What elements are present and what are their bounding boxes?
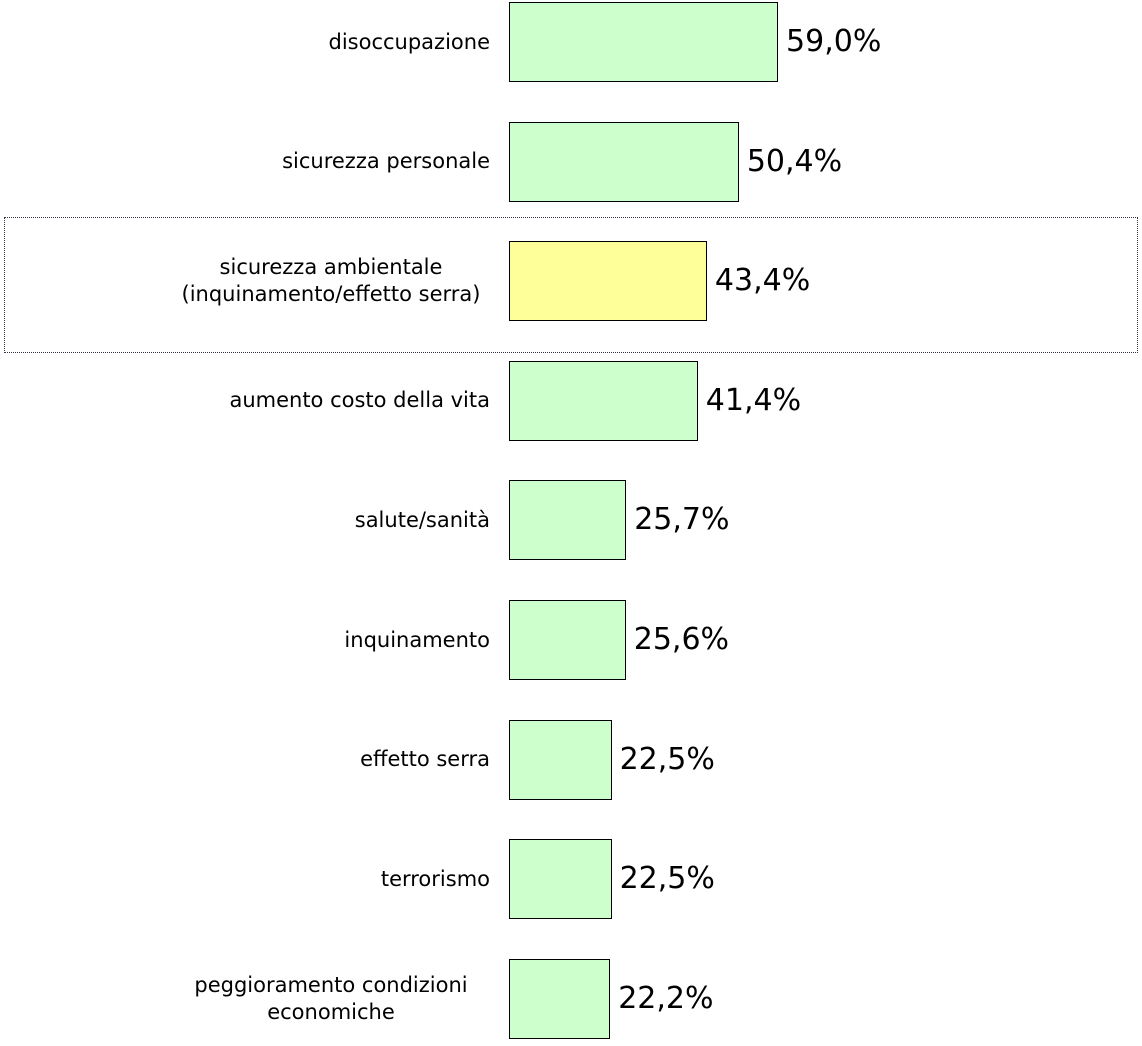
value-label: 25,7% bbox=[634, 502, 730, 538]
category-label: peggioramento condizioni economiche bbox=[170, 944, 490, 1046]
value-label: 59,0% bbox=[786, 24, 882, 59]
value-label: 22,5% bbox=[619, 861, 715, 897]
category-text: inquinamento bbox=[344, 627, 490, 652]
bar bbox=[509, 480, 627, 561]
highlight-box bbox=[4, 217, 1138, 353]
bar bbox=[509, 241, 707, 322]
category-text: terrorismo bbox=[380, 866, 490, 891]
category-label: aumento costo della vita bbox=[170, 346, 490, 456]
category-label: sicurezza ambientale (inquinamento/effet… bbox=[170, 226, 490, 336]
category-text: disoccupazione bbox=[328, 29, 491, 54]
bar bbox=[509, 121, 739, 202]
category-label: inquinamento bbox=[170, 585, 490, 695]
bar bbox=[509, 719, 612, 800]
category-label: terrorismo bbox=[170, 824, 490, 934]
value-label: 22,5% bbox=[619, 741, 715, 777]
category-text: aumento costo della vita bbox=[229, 388, 490, 413]
value-label: 41,4% bbox=[705, 382, 802, 418]
category-text: peggioramento condizioni economiche bbox=[194, 972, 468, 1024]
value-label: 50,4% bbox=[746, 143, 843, 179]
category-text: sicurezza ambientale (inquinamento/effet… bbox=[181, 255, 481, 307]
category-text: salute/sanità bbox=[354, 507, 490, 532]
bar bbox=[509, 958, 611, 1039]
category-label: salute/sanità bbox=[170, 465, 490, 575]
bar bbox=[509, 600, 626, 680]
category-text: sicurezza personale bbox=[282, 149, 490, 174]
category-label: sicurezza personale bbox=[170, 107, 490, 217]
value-label: 43,4% bbox=[714, 263, 811, 299]
category-text: effetto serra bbox=[360, 747, 490, 772]
value-label: 25,6% bbox=[633, 622, 730, 657]
bar bbox=[509, 2, 779, 82]
bar bbox=[509, 839, 612, 920]
category-label: effetto serra bbox=[170, 705, 490, 815]
category-label: disoccupazione bbox=[170, 0, 491, 97]
value-label: 22,2% bbox=[618, 980, 714, 1016]
bar bbox=[509, 360, 698, 441]
